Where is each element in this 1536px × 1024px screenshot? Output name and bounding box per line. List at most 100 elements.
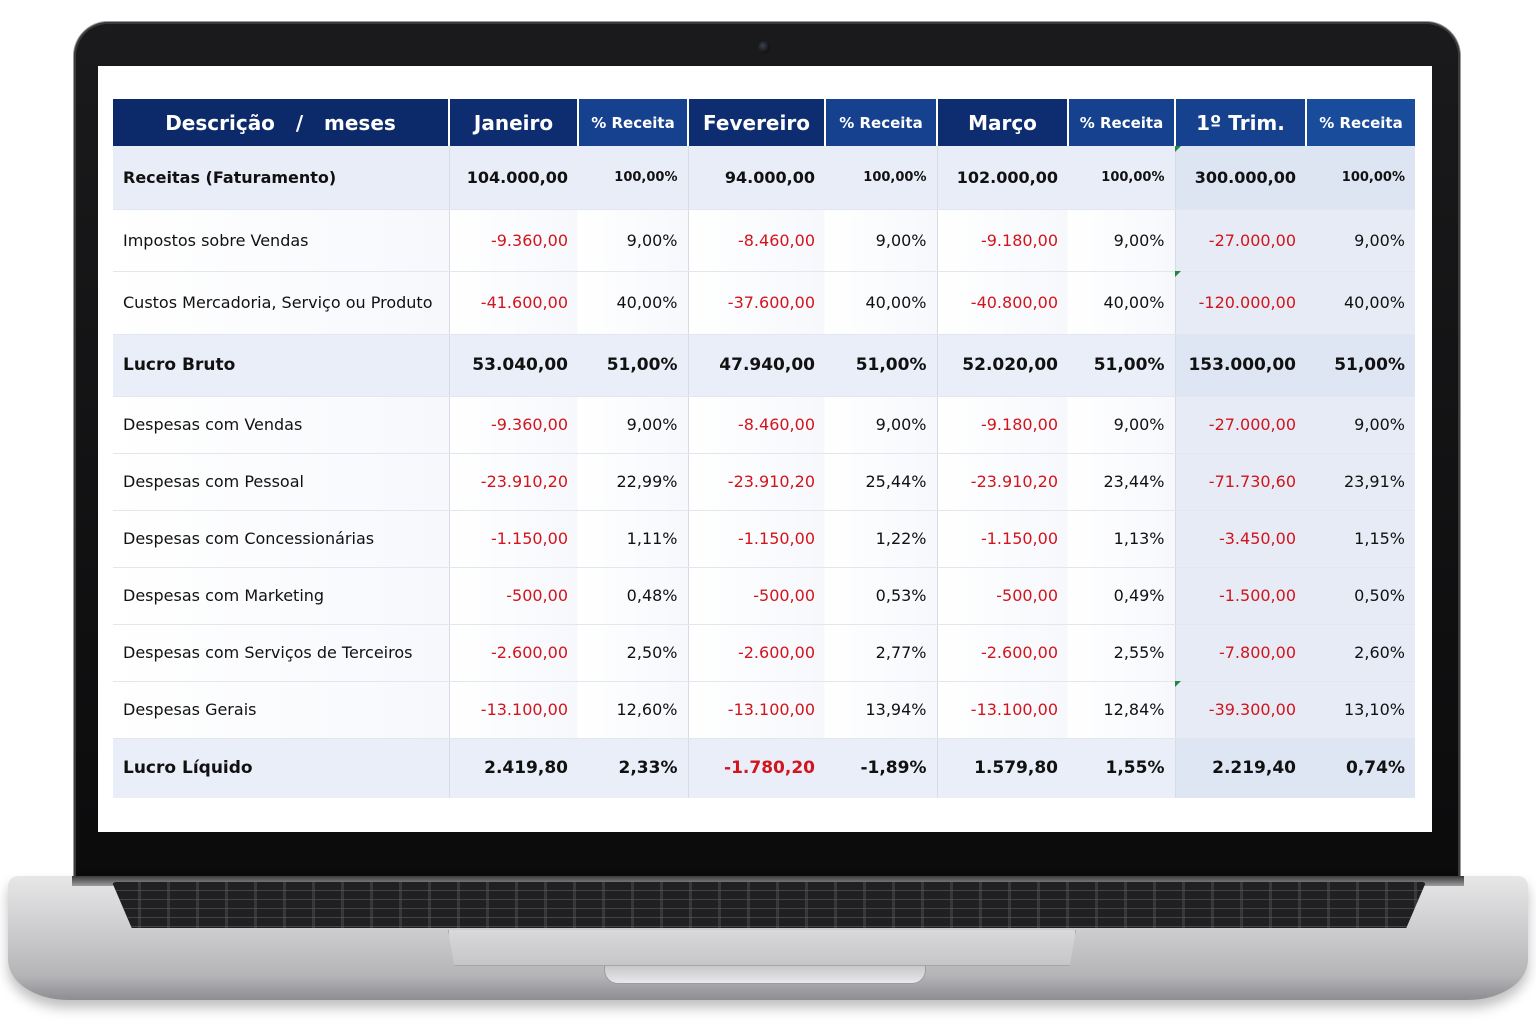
header-feb[interactable]: Fevereiro bbox=[688, 99, 826, 146]
cell-mar-pct[interactable]: 40,00% bbox=[1068, 271, 1176, 335]
table-row[interactable]: Despesas Gerais -13.100,00 12,60% -13.100,0… bbox=[113, 681, 1415, 739]
cell-mar-pct[interactable]: 23,44% bbox=[1068, 453, 1176, 511]
cell-jan-value[interactable]: -23.910,20 bbox=[449, 453, 578, 511]
cell-jan-pct[interactable]: 12,60% bbox=[578, 681, 689, 739]
cell-jan-value[interactable]: -9.360,00 bbox=[449, 209, 578, 272]
row-label[interactable]: Custos Mercadoria, Serviço ou Produto bbox=[113, 271, 450, 335]
cell-q1-value[interactable]: -27.000,00 bbox=[1175, 209, 1306, 272]
cell-feb-value[interactable]: -1.780,20 bbox=[688, 738, 825, 798]
cell-q1-pct[interactable]: 0,50% bbox=[1306, 567, 1415, 625]
cell-mar-pct[interactable]: 2,55% bbox=[1068, 624, 1176, 682]
table-row[interactable]: Receitas (Faturamento) 104.000,00 100,00% 9… bbox=[113, 146, 1415, 210]
cell-jan-pct[interactable]: 51,00% bbox=[578, 334, 689, 397]
cell-jan-value[interactable]: -13.100,00 bbox=[449, 681, 578, 739]
cell-feb-pct[interactable]: 13,94% bbox=[825, 681, 938, 739]
cell-feb-pct[interactable]: 1,22% bbox=[825, 510, 938, 568]
cell-q1-value[interactable]: 153.000,00 bbox=[1175, 334, 1306, 397]
row-label[interactable]: Lucro Bruto bbox=[113, 334, 450, 397]
table-row[interactable]: Despesas com Pessoal -23.910,20 22,99% -23.… bbox=[113, 453, 1415, 511]
cell-jan-pct[interactable]: 9,00% bbox=[578, 396, 689, 454]
cell-mar-pct[interactable]: 51,00% bbox=[1068, 334, 1176, 397]
cell-q1-value[interactable]: -120.000,00 bbox=[1175, 271, 1306, 335]
cell-jan-pct[interactable]: 40,00% bbox=[578, 271, 689, 335]
cell-feb-pct[interactable]: 9,00% bbox=[825, 209, 938, 272]
cell-q1-pct[interactable]: 100,00% bbox=[1306, 146, 1415, 210]
row-label[interactable]: Despesas Gerais bbox=[113, 681, 450, 739]
row-label[interactable]: Despesas com Concessionárias bbox=[113, 510, 450, 568]
cell-mar-value[interactable]: -9.180,00 bbox=[937, 209, 1068, 272]
row-label[interactable]: Lucro Líquido bbox=[113, 738, 450, 798]
cell-jan-pct[interactable]: 9,00% bbox=[578, 209, 689, 272]
header-description[interactable]: Descrição / meses bbox=[113, 99, 450, 146]
row-label[interactable]: Despesas com Pessoal bbox=[113, 453, 450, 511]
table-row[interactable]: Impostos sobre Vendas -9.360,00 9,00% -8.46… bbox=[113, 209, 1415, 272]
table-row[interactable]: Despesas com Vendas -9.360,00 9,00% -8.460,… bbox=[113, 396, 1415, 454]
cell-mar-pct[interactable]: 100,00% bbox=[1068, 146, 1176, 210]
cell-q1-pct[interactable]: 9,00% bbox=[1306, 396, 1415, 454]
cell-jan-pct[interactable]: 100,00% bbox=[578, 146, 689, 210]
cell-feb-value[interactable]: 47.940,00 bbox=[688, 334, 825, 397]
cell-q1-pct[interactable]: 2,60% bbox=[1306, 624, 1415, 682]
cell-mar-pct[interactable]: 1,55% bbox=[1068, 738, 1176, 798]
cell-feb-value[interactable]: -1.150,00 bbox=[688, 510, 825, 568]
header-q1-pct[interactable]: % Receita bbox=[1306, 99, 1415, 146]
cell-q1-value[interactable]: -71.730,60 bbox=[1175, 453, 1306, 511]
cell-mar-value[interactable]: -500,00 bbox=[937, 567, 1068, 625]
row-label[interactable]: Impostos sobre Vendas bbox=[113, 209, 450, 272]
cell-jan-value[interactable]: 104.000,00 bbox=[449, 146, 578, 210]
cell-jan-value[interactable]: -500,00 bbox=[449, 567, 578, 625]
cell-q1-pct[interactable]: 23,91% bbox=[1306, 453, 1415, 511]
header-mar[interactable]: Março bbox=[937, 99, 1069, 146]
cell-feb-value[interactable]: -2.600,00 bbox=[688, 624, 825, 682]
cell-mar-value[interactable]: -2.600,00 bbox=[937, 624, 1068, 682]
cell-mar-pct[interactable]: 12,84% bbox=[1068, 681, 1176, 739]
cell-mar-pct[interactable]: 1,13% bbox=[1068, 510, 1176, 568]
cell-q1-value[interactable]: -7.800,00 bbox=[1175, 624, 1306, 682]
cell-feb-pct[interactable]: 25,44% bbox=[825, 453, 938, 511]
table-row[interactable]: Despesas com Concessionárias -1.150,00 1,1… bbox=[113, 510, 1415, 568]
cell-jan-value[interactable]: 53.040,00 bbox=[449, 334, 578, 397]
row-label[interactable]: Despesas com Vendas bbox=[113, 396, 450, 454]
cell-feb-value[interactable]: -23.910,20 bbox=[688, 453, 825, 511]
cell-mar-value[interactable]: 52.020,00 bbox=[937, 334, 1068, 397]
cell-feb-value[interactable]: -500,00 bbox=[688, 567, 825, 625]
cell-q1-value[interactable]: 2.219,40 bbox=[1175, 738, 1306, 798]
cell-mar-value[interactable]: 1.579,80 bbox=[937, 738, 1068, 798]
cell-q1-pct[interactable]: 40,00% bbox=[1306, 271, 1415, 335]
row-label[interactable]: Despesas com Serviços de Terceiros bbox=[113, 624, 450, 682]
cell-feb-pct[interactable]: 2,77% bbox=[825, 624, 938, 682]
row-label[interactable]: Receitas (Faturamento) bbox=[113, 146, 450, 210]
cell-jan-pct[interactable]: 1,11% bbox=[578, 510, 689, 568]
header-jan-pct[interactable]: % Receita bbox=[578, 99, 689, 146]
cell-feb-value[interactable]: -37.600,00 bbox=[688, 271, 825, 335]
cell-jan-pct[interactable]: 2,50% bbox=[578, 624, 689, 682]
cell-mar-pct[interactable]: 0,49% bbox=[1068, 567, 1176, 625]
cell-q1-pct[interactable]: 0,74% bbox=[1306, 738, 1415, 798]
cell-jan-pct[interactable]: 0,48% bbox=[578, 567, 689, 625]
table-row[interactable]: Despesas com Marketing -500,00 0,48% -500,0… bbox=[113, 567, 1415, 625]
cell-q1-value[interactable]: 300.000,00 bbox=[1175, 146, 1306, 210]
cell-q1-value[interactable]: -27.000,00 bbox=[1175, 396, 1306, 454]
table-row[interactable]: Despesas com Serviços de Terceiros -2.600… bbox=[113, 624, 1415, 682]
cell-feb-pct[interactable]: 51,00% bbox=[825, 334, 938, 397]
cell-q1-pct[interactable]: 9,00% bbox=[1306, 209, 1415, 272]
cell-feb-value[interactable]: -13.100,00 bbox=[688, 681, 825, 739]
cell-mar-value[interactable]: -40.800,00 bbox=[937, 271, 1068, 335]
cell-jan-value[interactable]: -41.600,00 bbox=[449, 271, 578, 335]
cell-q1-value[interactable]: -39.300,00 bbox=[1175, 681, 1306, 739]
row-label[interactable]: Despesas com Marketing bbox=[113, 567, 450, 625]
header-mar-pct[interactable]: % Receita bbox=[1068, 99, 1176, 146]
cell-feb-pct[interactable]: 9,00% bbox=[825, 396, 938, 454]
cell-jan-value[interactable]: -2.600,00 bbox=[449, 624, 578, 682]
cell-q1-pct[interactable]: 51,00% bbox=[1306, 334, 1415, 397]
cell-jan-pct[interactable]: 2,33% bbox=[578, 738, 689, 798]
table-row[interactable]: Lucro Bruto 53.040,00 51,00% 47.940,00 51,00… bbox=[113, 334, 1415, 397]
cell-mar-value[interactable]: -1.150,00 bbox=[937, 510, 1068, 568]
table-row[interactable]: Custos Mercadoria, Serviço ou Produto -41… bbox=[113, 271, 1415, 335]
cell-mar-value[interactable]: 102.000,00 bbox=[937, 146, 1068, 210]
cell-feb-pct[interactable]: -1,89% bbox=[825, 738, 938, 798]
cell-q1-value[interactable]: -1.500,00 bbox=[1175, 567, 1306, 625]
table-row[interactable]: Lucro Líquido 2.419,80 2,33% -1.780,20 -1,89… bbox=[113, 738, 1415, 798]
cell-mar-value[interactable]: -13.100,00 bbox=[937, 681, 1068, 739]
header-q1[interactable]: 1º Trim. bbox=[1175, 99, 1307, 146]
